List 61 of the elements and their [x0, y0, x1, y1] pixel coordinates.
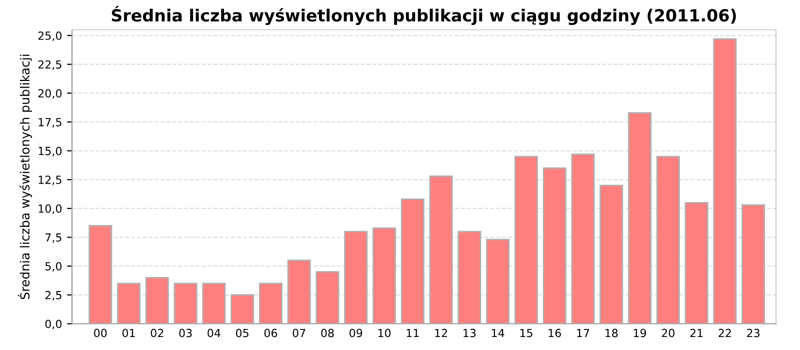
- bar: [684, 202, 708, 324]
- bar: [458, 230, 482, 324]
- bar: [713, 38, 737, 324]
- bar: [117, 282, 141, 324]
- bar: [400, 198, 424, 324]
- x-tick-label: 10: [378, 328, 391, 338]
- bar: [372, 227, 396, 324]
- y-tick-label: 20,0: [38, 89, 62, 99]
- bar: [429, 175, 453, 324]
- bar: [174, 282, 198, 324]
- x-tick-label: 17: [577, 328, 590, 338]
- x-tick-label: 18: [606, 328, 618, 338]
- x-tick-label: 12: [435, 328, 447, 338]
- bar: [600, 184, 624, 324]
- x-tick-label: 07: [292, 328, 306, 338]
- y-tick-label: 15,0: [38, 146, 62, 156]
- bar: [542, 167, 566, 324]
- bar: [742, 204, 766, 324]
- y-tick-label: 17,5: [38, 118, 62, 128]
- bar: [88, 225, 112, 324]
- x-tick-label: 14: [492, 328, 504, 338]
- x-tick-label: 20: [662, 328, 674, 338]
- bar: [258, 282, 282, 324]
- x-tick-label: 02: [150, 328, 164, 338]
- x-tick-label: 03: [179, 328, 192, 338]
- x-tick-label: 13: [464, 328, 476, 338]
- x-tick-label: 15: [520, 328, 532, 338]
- bar: [571, 154, 595, 324]
- y-tick-label: 2,5: [45, 290, 62, 300]
- bar: [486, 238, 510, 324]
- x-tick-label: 05: [236, 328, 248, 338]
- bar: [287, 260, 311, 324]
- bar: [202, 282, 226, 324]
- x-tick-label: 06: [264, 328, 278, 338]
- x-tick-label: 11: [406, 328, 419, 338]
- y-tick-label: 12,5: [38, 176, 62, 186]
- y-tick-label: 5,0: [45, 262, 62, 272]
- y-tick-label: 22,5: [38, 60, 62, 70]
- x-tick-label: 16: [548, 328, 561, 338]
- y-tick-label: 0,0: [45, 320, 62, 330]
- x-tick-label: 08: [321, 328, 334, 338]
- y-axis-title: Średnia liczba wyświetlonych publikacji: [18, 54, 32, 300]
- bar: [145, 276, 169, 324]
- bar: [514, 156, 538, 324]
- bar: [656, 156, 680, 324]
- x-tick-label: 04: [208, 328, 220, 338]
- x-tick-label: 09: [350, 328, 362, 338]
- x-tick-label: 00: [94, 328, 107, 338]
- x-tick-label: 21: [690, 328, 703, 338]
- chart-title: Średnia liczba wyświetlonych publikacji w ciągu godziny (2011.06): [112, 6, 736, 26]
- bar: [230, 294, 254, 324]
- bar: [316, 271, 340, 324]
- y-tick-label: 25,0: [38, 31, 62, 42]
- x-tick-label: 01: [122, 328, 135, 338]
- bar: [628, 112, 652, 324]
- x-tick-label: 23: [747, 328, 760, 338]
- y-tick-label: 10,0: [38, 204, 62, 214]
- y-tick-label: 7,5: [46, 233, 62, 243]
- bar: [344, 230, 368, 324]
- x-tick-label: 19: [634, 328, 646, 338]
- x-tick-label: 22: [718, 328, 731, 338]
